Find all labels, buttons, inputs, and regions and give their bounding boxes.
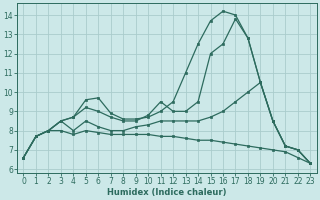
X-axis label: Humidex (Indice chaleur): Humidex (Indice chaleur) <box>107 188 227 197</box>
